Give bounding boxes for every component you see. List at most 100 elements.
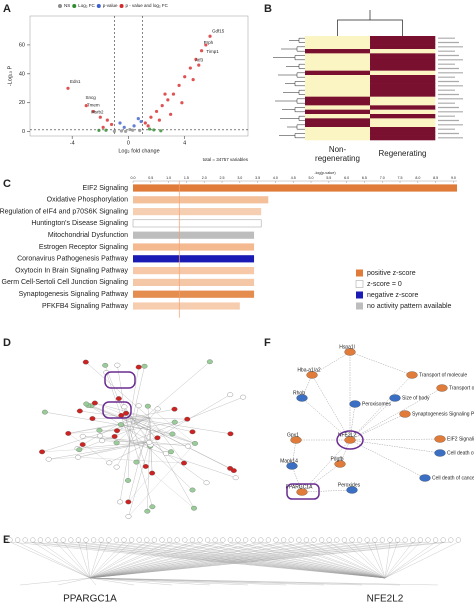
edge xyxy=(384,541,421,579)
edge xyxy=(89,541,102,579)
node xyxy=(364,537,370,543)
edge xyxy=(349,438,441,441)
edge xyxy=(40,541,91,579)
point xyxy=(66,86,70,90)
x-tick-label: 4.0 xyxy=(273,176,278,180)
node xyxy=(99,438,105,444)
edge xyxy=(349,387,443,441)
node-label: PPARGC1A xyxy=(286,484,314,490)
heat-cell xyxy=(305,135,371,141)
heat-cell xyxy=(370,44,436,50)
edge xyxy=(89,577,439,586)
heat-cell xyxy=(370,135,436,141)
legend-swatch xyxy=(119,4,124,8)
bar xyxy=(133,278,255,286)
node xyxy=(7,537,13,543)
node xyxy=(97,433,103,439)
edge xyxy=(349,403,356,441)
node xyxy=(395,537,401,543)
x-axis-label: Log₂ fold change xyxy=(118,148,159,154)
node xyxy=(106,460,113,466)
edge xyxy=(136,429,151,463)
point xyxy=(169,112,173,116)
edge xyxy=(42,417,151,453)
node xyxy=(171,406,178,412)
node xyxy=(326,537,332,543)
node xyxy=(184,416,191,422)
node xyxy=(141,363,148,369)
heat-cell xyxy=(305,101,371,106)
x-tick-label: 8.5 xyxy=(433,176,438,180)
edge xyxy=(93,541,386,579)
edge xyxy=(149,441,207,483)
edge xyxy=(129,417,234,471)
node-label: Peroxides xyxy=(338,482,361,488)
heat-cell xyxy=(370,70,436,76)
category-label: Germ Cell-Sertoli Cell Junction Signalin… xyxy=(2,279,129,286)
point xyxy=(191,78,195,82)
point xyxy=(136,117,140,121)
edge xyxy=(89,541,147,579)
edge xyxy=(351,541,386,579)
edge xyxy=(129,366,145,431)
node-label: EIF2 Signaling xyxy=(447,436,474,442)
plot-frame xyxy=(29,15,249,137)
bar xyxy=(133,243,255,251)
heat-cell xyxy=(305,57,371,63)
edge xyxy=(68,433,110,463)
heat-cell xyxy=(305,88,371,93)
heat-cell xyxy=(305,66,371,71)
node xyxy=(296,394,308,402)
node xyxy=(311,537,317,543)
node xyxy=(341,537,348,543)
edge xyxy=(68,417,151,434)
heat-cell xyxy=(370,96,436,102)
edge xyxy=(89,541,269,579)
edge xyxy=(106,372,131,443)
edge xyxy=(89,541,216,579)
node xyxy=(203,480,210,486)
heat-cell xyxy=(370,83,436,89)
point xyxy=(132,124,136,128)
column-label: Regenerating xyxy=(378,149,426,158)
x-tick-label: 1.0 xyxy=(166,176,171,180)
heat-cell xyxy=(305,118,371,123)
highlight xyxy=(286,483,320,500)
edge xyxy=(42,444,151,453)
edge xyxy=(89,577,249,586)
heat-cell xyxy=(370,127,436,132)
point xyxy=(104,128,108,132)
edge xyxy=(384,541,436,579)
heat-cell xyxy=(370,118,436,123)
edge xyxy=(89,541,201,579)
node xyxy=(212,537,218,543)
heat-cell xyxy=(370,122,436,128)
point xyxy=(139,119,143,124)
x-tick-label: 4 xyxy=(183,140,186,146)
node xyxy=(417,537,424,543)
node xyxy=(45,456,52,462)
node xyxy=(174,537,180,543)
category-label: EIF2 Signaling xyxy=(82,185,128,192)
heat-cell xyxy=(305,92,371,97)
edge xyxy=(237,541,386,579)
edge xyxy=(291,439,297,467)
node xyxy=(75,454,82,460)
edge xyxy=(367,541,386,579)
node xyxy=(65,431,72,436)
category-label: Oxytocin In Brain Signaling Pathway xyxy=(15,267,128,274)
node xyxy=(162,451,169,456)
node xyxy=(151,537,158,543)
node xyxy=(41,409,48,415)
edge xyxy=(89,541,398,579)
edge xyxy=(184,541,386,579)
bar xyxy=(133,290,255,298)
node xyxy=(79,442,86,447)
edge xyxy=(70,541,386,579)
node xyxy=(189,429,196,435)
heat-cell xyxy=(370,66,436,71)
node xyxy=(168,449,174,455)
edge xyxy=(349,351,413,376)
category-label: Regulation of eIF4 and p70S6K Signaling xyxy=(0,208,128,215)
heat-cell xyxy=(370,131,436,136)
